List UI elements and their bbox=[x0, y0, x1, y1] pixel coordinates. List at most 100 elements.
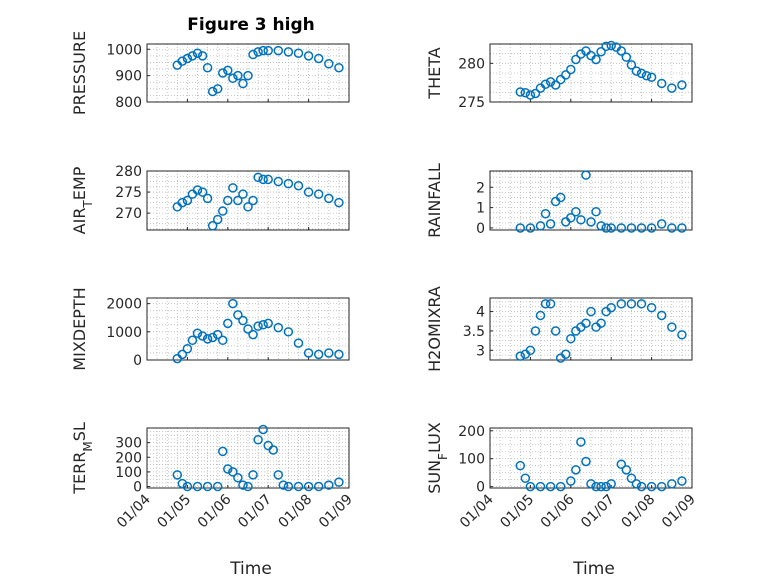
y-axis-label: H2OMIXRA bbox=[425, 286, 444, 372]
data-point bbox=[596, 46, 606, 57]
x-tick-label: 01/05 bbox=[154, 492, 194, 532]
data-point bbox=[233, 195, 243, 206]
y-tick-label: 200 bbox=[458, 424, 485, 440]
data-point bbox=[283, 178, 294, 189]
data-point bbox=[218, 335, 228, 346]
data-point bbox=[667, 83, 677, 93]
data-point bbox=[667, 223, 677, 233]
x-tick-label: 01/06 bbox=[538, 491, 578, 531]
data-point bbox=[631, 479, 642, 489]
data-point bbox=[207, 86, 218, 97]
data-point bbox=[550, 80, 561, 90]
data-point bbox=[616, 46, 627, 56]
data-point bbox=[177, 197, 188, 208]
data-point bbox=[334, 62, 344, 73]
data-point bbox=[228, 73, 238, 84]
axes-box bbox=[146, 297, 350, 361]
data-point bbox=[586, 479, 596, 489]
data-point bbox=[606, 40, 616, 51]
data-point bbox=[303, 187, 314, 197]
data-point bbox=[646, 481, 657, 492]
data-point bbox=[616, 299, 627, 309]
x-tick-label: 01/07 bbox=[235, 492, 275, 532]
data-point bbox=[243, 481, 253, 492]
data-point bbox=[283, 481, 294, 492]
data-point bbox=[586, 217, 596, 227]
data-point bbox=[576, 437, 586, 447]
data-point bbox=[626, 473, 637, 483]
data-point bbox=[334, 349, 344, 360]
data-point bbox=[243, 202, 253, 212]
y-tick-label: 1 bbox=[476, 201, 485, 217]
data-point bbox=[596, 481, 606, 492]
y-tick-label: 800 bbox=[115, 95, 142, 111]
y-axis-label: TERRMSL bbox=[70, 422, 95, 495]
data-point bbox=[581, 46, 591, 56]
data-point bbox=[233, 70, 243, 81]
data-point bbox=[540, 79, 551, 89]
axes-box bbox=[146, 170, 350, 231]
data-point bbox=[636, 68, 647, 79]
data-point bbox=[334, 477, 344, 487]
subplot-sun-flux: 0 100 200 01/04 01/05 01/06 01/07 01/08 01/09 SUN… bbox=[425, 422, 699, 531]
data-point bbox=[525, 223, 536, 233]
y-tick-label: 0 bbox=[476, 221, 485, 237]
data-point bbox=[223, 464, 233, 474]
data-point bbox=[596, 318, 606, 328]
data-point bbox=[324, 193, 334, 204]
x-tick-label: 01/04 bbox=[457, 491, 497, 531]
data-point bbox=[677, 223, 687, 233]
data-point bbox=[545, 77, 556, 87]
data-point bbox=[172, 470, 183, 480]
y-tick-label: 0 bbox=[133, 353, 142, 369]
data-point bbox=[223, 195, 233, 206]
data-point bbox=[646, 72, 657, 83]
data-point bbox=[238, 189, 248, 199]
data-point bbox=[581, 318, 591, 328]
data-point bbox=[192, 328, 203, 338]
data-point bbox=[238, 315, 248, 326]
data-point bbox=[656, 481, 667, 492]
data-point bbox=[324, 480, 334, 490]
data-point bbox=[641, 70, 652, 81]
data-point bbox=[626, 60, 637, 70]
data-point bbox=[202, 62, 213, 73]
data-point bbox=[656, 219, 667, 229]
data-point bbox=[273, 322, 284, 333]
x-tick-label: 01/05 bbox=[497, 492, 537, 532]
data-point bbox=[591, 206, 601, 217]
data-point bbox=[566, 476, 576, 486]
data-point bbox=[535, 221, 546, 231]
data-point bbox=[238, 480, 248, 490]
x-tick-label: 01/09 bbox=[659, 492, 699, 532]
y-axis-label: THETA bbox=[425, 47, 444, 99]
y-tick-label: 280 bbox=[115, 164, 142, 180]
subplot-theta: 275 280 THETA bbox=[425, 40, 693, 111]
data-point bbox=[223, 65, 233, 76]
data-point bbox=[555, 74, 566, 85]
x-axis-label-left: Time bbox=[229, 559, 272, 579]
data-point bbox=[263, 45, 273, 56]
y-tick-label: 2 bbox=[476, 180, 485, 196]
data-point bbox=[218, 68, 228, 78]
data-point bbox=[212, 481, 223, 492]
data-point bbox=[621, 52, 632, 62]
x-tick-label: 01/07 bbox=[578, 492, 618, 532]
x-tick-label: 01/04 bbox=[114, 491, 154, 531]
data-point bbox=[182, 343, 193, 354]
x-tick-label: 01/09 bbox=[316, 492, 356, 532]
data-point bbox=[566, 64, 576, 75]
data-point bbox=[253, 47, 263, 57]
y-tick-label: 100 bbox=[458, 452, 485, 468]
y-tick-label: 3.5 bbox=[463, 324, 485, 340]
y-tick-label: 4 bbox=[476, 305, 485, 321]
data-point bbox=[283, 327, 294, 337]
data-point bbox=[566, 213, 576, 223]
y-tick-label: 1000 bbox=[106, 325, 142, 341]
data-point bbox=[273, 176, 284, 187]
data-point bbox=[561, 70, 571, 80]
data-point bbox=[283, 47, 294, 57]
data-point bbox=[621, 465, 632, 475]
